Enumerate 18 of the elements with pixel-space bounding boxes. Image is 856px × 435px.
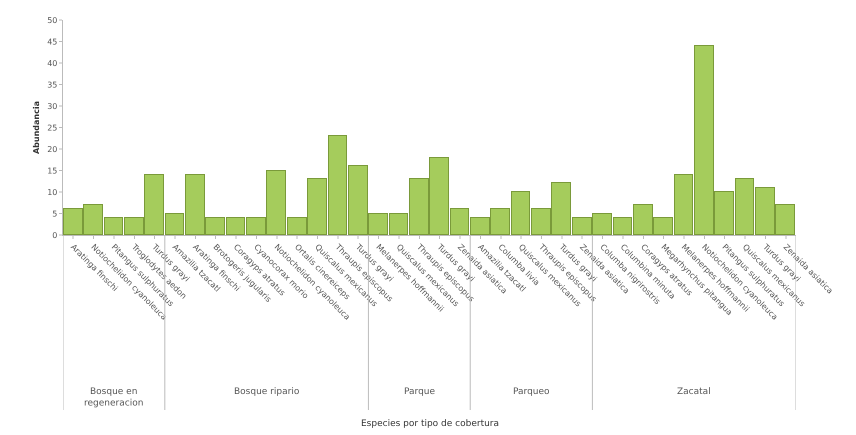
y-tick-label: 5 [52, 209, 58, 218]
y-tick-label: 0 [52, 230, 58, 240]
text: Parqueo [513, 387, 550, 397]
text: Especies por tipo de cobertura [361, 419, 500, 429]
text: Bosque ripario [234, 387, 300, 397]
y-tick-label: 35 [47, 80, 58, 90]
y-tick-label: 10 [47, 188, 58, 197]
text: Parque [404, 387, 436, 397]
text: Bosque en regeneracion [84, 387, 144, 409]
y-tick-label: 25 [47, 123, 58, 132]
y-axis-title: Abundancia [32, 100, 41, 154]
y-tick-label: 30 [47, 102, 58, 111]
y-tick-label: 45 [47, 37, 58, 46]
y-tick-label: 50 [47, 16, 58, 25]
y-tick-label: 40 [47, 58, 58, 68]
y-tick-label: 20 [47, 144, 58, 154]
y-tick-label: 15 [47, 166, 58, 176]
text: Zacatal [677, 387, 711, 397]
